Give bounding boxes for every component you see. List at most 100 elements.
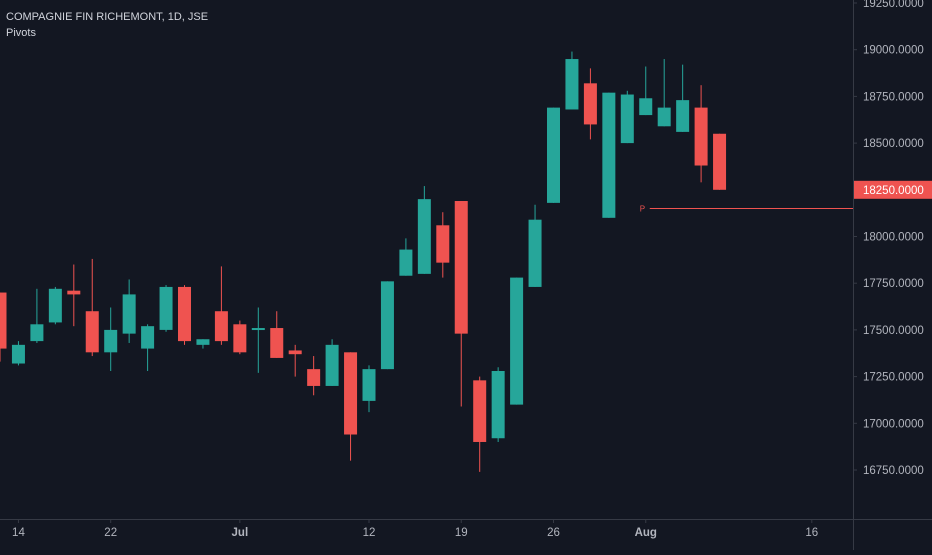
candle-body (325, 344, 339, 386)
candle-body (436, 225, 450, 263)
candle (270, 311, 284, 358)
candle (380, 281, 394, 370)
candle-body (11, 344, 25, 364)
candle (436, 212, 450, 278)
candle (141, 324, 155, 371)
y-tick-label: 16750.0000 (863, 465, 924, 477)
y-tick-label: 18500.0000 (863, 138, 924, 150)
last-price-badge (854, 180, 932, 199)
candle (620, 90, 634, 144)
candle-body (288, 350, 302, 355)
candle (713, 133, 727, 190)
candle (67, 264, 81, 327)
last-price-label: 18250.0000 (863, 185, 924, 197)
candle (491, 367, 505, 442)
candle-body (639, 98, 653, 116)
y-tick-label: 17000.0000 (863, 418, 924, 430)
candles-layer (0, 51, 727, 472)
x-tick-label: Jul (232, 527, 249, 539)
candle-body (344, 352, 358, 435)
candle-body (454, 201, 468, 334)
candle (214, 266, 228, 345)
candle-body (141, 326, 155, 349)
y-tick-label: 17250.0000 (863, 372, 924, 384)
candle-body (159, 286, 173, 330)
y-tick-label: 17500.0000 (863, 325, 924, 337)
candle-body (67, 290, 81, 295)
candle-body (270, 328, 284, 358)
candle (85, 258, 99, 357)
candle (233, 320, 247, 355)
chart-legend: COMPAGNIE FIN RICHEMONT, 1D, JSE Pivots (6, 9, 208, 41)
symbol-line[interactable]: COMPAGNIE FIN RICHEMONT, 1D, JSE (6, 11, 209, 23)
candle (251, 307, 265, 373)
x-tick-label: 16 (805, 527, 818, 539)
candle-body (417, 199, 431, 274)
candle (196, 339, 210, 349)
candle-body (307, 369, 321, 386)
candle-body (565, 59, 579, 110)
candle (48, 286, 62, 325)
x-tick-label: 14 (12, 527, 25, 539)
candle-body (620, 94, 634, 144)
candle-body (0, 292, 7, 349)
candle-body (694, 107, 708, 166)
candle (104, 307, 118, 371)
candle-body (602, 92, 616, 218)
candle-body (491, 370, 505, 439)
candle-body (547, 107, 560, 203)
candle (528, 204, 542, 287)
candle (676, 64, 690, 132)
x-tick-label: 22 (104, 527, 117, 539)
candle-body (48, 288, 62, 323)
candle (178, 285, 191, 345)
candle (399, 238, 413, 276)
candle-body (85, 311, 99, 353)
candle-body (30, 324, 44, 342)
candle-body (362, 369, 376, 401)
y-tick-label: 18750.0000 (863, 91, 924, 103)
candle-body (528, 219, 542, 287)
x-tick-label: 19 (455, 527, 468, 539)
candle (417, 186, 431, 274)
indicator-label[interactable]: Pivots (6, 27, 36, 39)
y-tick-label: 17750.0000 (863, 278, 924, 290)
candle-body (657, 107, 671, 127)
candle-body (233, 324, 247, 353)
candle (159, 285, 173, 332)
y-tick-label: 19000.0000 (863, 45, 924, 57)
candle-body (104, 329, 118, 353)
pivot-layer: P (640, 204, 853, 213)
candle (30, 288, 44, 343)
x-tick-label: Aug (635, 527, 657, 539)
candle (122, 279, 136, 343)
candle (583, 68, 597, 140)
candle (565, 51, 579, 110)
candle-body (214, 311, 228, 342)
candle (454, 201, 468, 407)
pivot-label: P (640, 204, 645, 213)
candle (0, 292, 7, 362)
candle (11, 341, 25, 366)
y-tick-label: 18000.0000 (863, 232, 924, 244)
candle (602, 92, 616, 218)
candle (325, 339, 339, 386)
candle (288, 344, 302, 377)
candle-body (473, 380, 487, 442)
candle (639, 66, 653, 116)
x-tick-label: 12 (363, 527, 376, 539)
candle-body (713, 133, 727, 190)
x-tick-label: 26 (547, 527, 560, 539)
candle-body (676, 100, 690, 132)
candle (344, 352, 358, 461)
candle-body (122, 294, 136, 334)
candle (473, 376, 487, 472)
candle-body (251, 328, 265, 331)
candle-body (380, 281, 394, 370)
y-tick-label: 19250.0000 (863, 0, 924, 10)
candle (307, 356, 321, 396)
candle-body (399, 249, 413, 276)
